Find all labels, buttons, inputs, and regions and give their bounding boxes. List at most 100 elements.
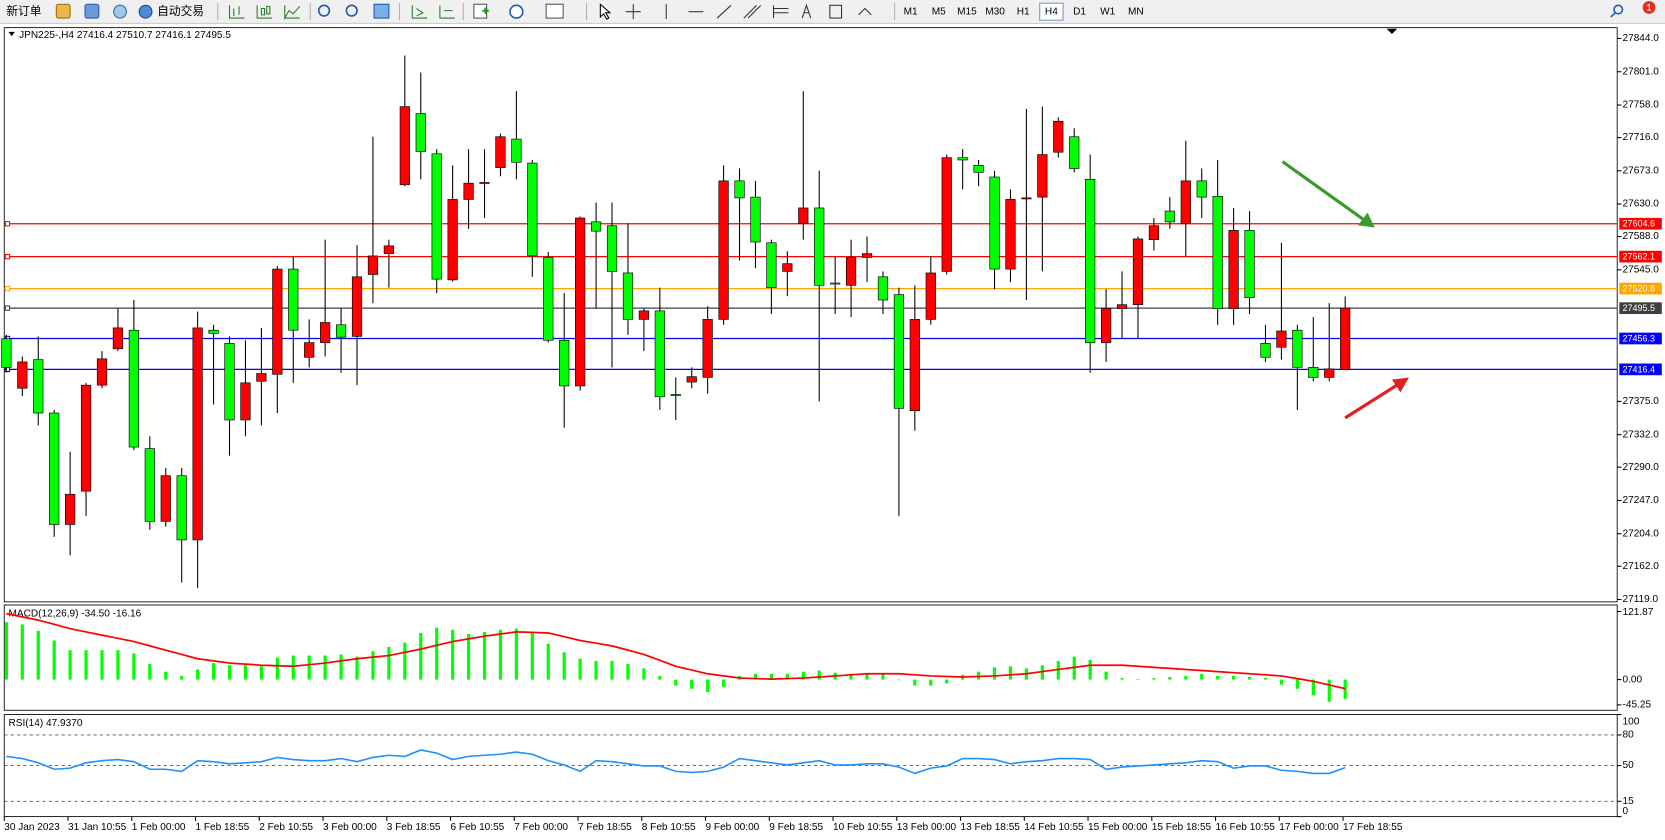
level-handle [4,285,11,292]
icon-channel[interactable] [743,4,762,19]
macd-bar [1088,659,1092,680]
notification-count[interactable]: 1 [1646,3,1651,14]
candle-body [750,196,761,243]
candle-body [335,324,347,338]
icon-book[interactable] [55,3,71,19]
icon-search-handle[interactable] [1610,12,1616,18]
x-tick-label: 14 Feb 10:55 [1024,822,1084,833]
candle-body [1148,225,1160,240]
icon-auto[interactable] [138,4,153,19]
macd-bar [132,653,136,680]
timeframe-button[interactable]: D1 [1073,6,1086,17]
timeframe-button[interactable]: M15 [957,6,977,17]
y-tick-label: 27758.0 [1622,100,1659,111]
candle-body [351,276,363,337]
icon-label[interactable] [829,4,843,19]
icon-period[interactable] [509,4,524,19]
icon-bars[interactable] [228,5,245,19]
ohlc-open: 27416.4 [77,30,114,41]
candle-body [718,180,729,320]
candle-body [511,138,522,163]
auto-trading-label[interactable]: 自动交易 [157,4,204,18]
macd-bar [913,679,917,686]
timeframe-button[interactable]: H4 [1045,6,1058,17]
timeframe-button[interactable]: MN [1128,6,1144,17]
level-handle [4,305,11,311]
icon-line[interactable] [284,5,301,21]
notification-badge[interactable] [1642,1,1656,14]
timeframe-button[interactable]: M5 [932,6,946,17]
macd-bar [387,646,391,680]
candle-body [144,448,155,522]
icon-plus[interactable] [482,7,489,14]
icon-zoom-in[interactable] [317,4,331,17]
notification-button[interactable]: 1 [1642,1,1656,14]
icon-signal[interactable] [113,4,127,19]
timeframe-button[interactable]: H1 [1017,6,1030,17]
candle-body [208,329,219,334]
candle-body [17,361,28,389]
macd-bar [897,679,901,681]
icon-trendline[interactable] [716,4,732,19]
macd-bar [674,679,678,686]
y-tick-label: 27545.0 [1622,265,1659,276]
icon-templates[interactable] [545,3,564,19]
ohlc-low: 27416.1 [155,30,192,41]
macd-bar [498,629,503,680]
new-order-button[interactable]: 新订单 [6,4,41,18]
timeframe-button[interactable]: M30 [985,6,1005,17]
icon-text[interactable] [801,3,812,19]
candle-body [575,217,586,387]
level-tag [1619,302,1662,315]
icon-cursor[interactable] [599,3,612,20]
level-tag [1619,363,1662,376]
y-tick-label: 27290.0 [1622,462,1659,473]
macd-bar [721,679,726,687]
macd-bar [20,624,24,680]
macd-bar [1247,677,1252,680]
auto-trading-button[interactable]: 自动交易 [138,4,204,19]
icon-shift[interactable] [439,5,455,19]
y-tick-label: 27204.0 [1622,528,1659,539]
icon-candles[interactable] [256,5,273,19]
x-tick-label: 31 Jan 10:55 [68,822,127,833]
macd-bar [865,673,869,680]
level-tag-label: 27456.3 [1622,333,1655,343]
price-panel [3,27,1618,603]
timeframe-button[interactable]: M1 [904,6,918,17]
macd-bar [148,664,152,680]
x-tick-label: 2 Feb 10:55 [259,822,313,833]
icon-autoscroll[interactable] [411,5,428,19]
x-tick-label: 9 Feb 00:00 [706,822,760,833]
icon-search[interactable] [1613,4,1624,15]
icon-crosshair[interactable] [625,4,641,20]
icon-zoom-out[interactable] [345,4,358,17]
x-tick-label: 9 Feb 18:55 [769,822,823,833]
icon-fibo[interactable] [772,5,789,19]
y-tick-label: 27844.0 [1622,33,1659,44]
macd-bar [451,629,455,680]
candle-body [1101,308,1112,343]
candle-body [543,257,554,341]
rsi-line [6,749,1346,775]
macd-header: MACD(12,26,9) -34.50 -16.16 [9,608,142,619]
macd-bar [180,675,184,680]
macd-bar [1120,678,1124,680]
icon-arrows[interactable] [858,7,872,16]
macd-bar [690,679,694,689]
icon-tile[interactable] [373,3,390,19]
candle-body [830,282,841,285]
candle-body [1196,180,1207,198]
candle-body [320,322,331,343]
x-tick-label: 7 Feb 00:00 [514,822,568,833]
red-arrowhead [1391,377,1409,393]
timeframe-button[interactable]: W1 [1100,6,1116,17]
candle-body [1292,329,1303,368]
macd-bar [1327,679,1331,702]
icon-navigator[interactable] [84,3,100,19]
new-order-label[interactable]: 新订单 [6,4,41,18]
rsi-value: 47.9370 [46,718,83,729]
y-tick-label: 27119.0 [1622,594,1658,605]
candle-body [798,207,809,224]
x-tick-label: 7 Feb 18:55 [578,822,632,833]
